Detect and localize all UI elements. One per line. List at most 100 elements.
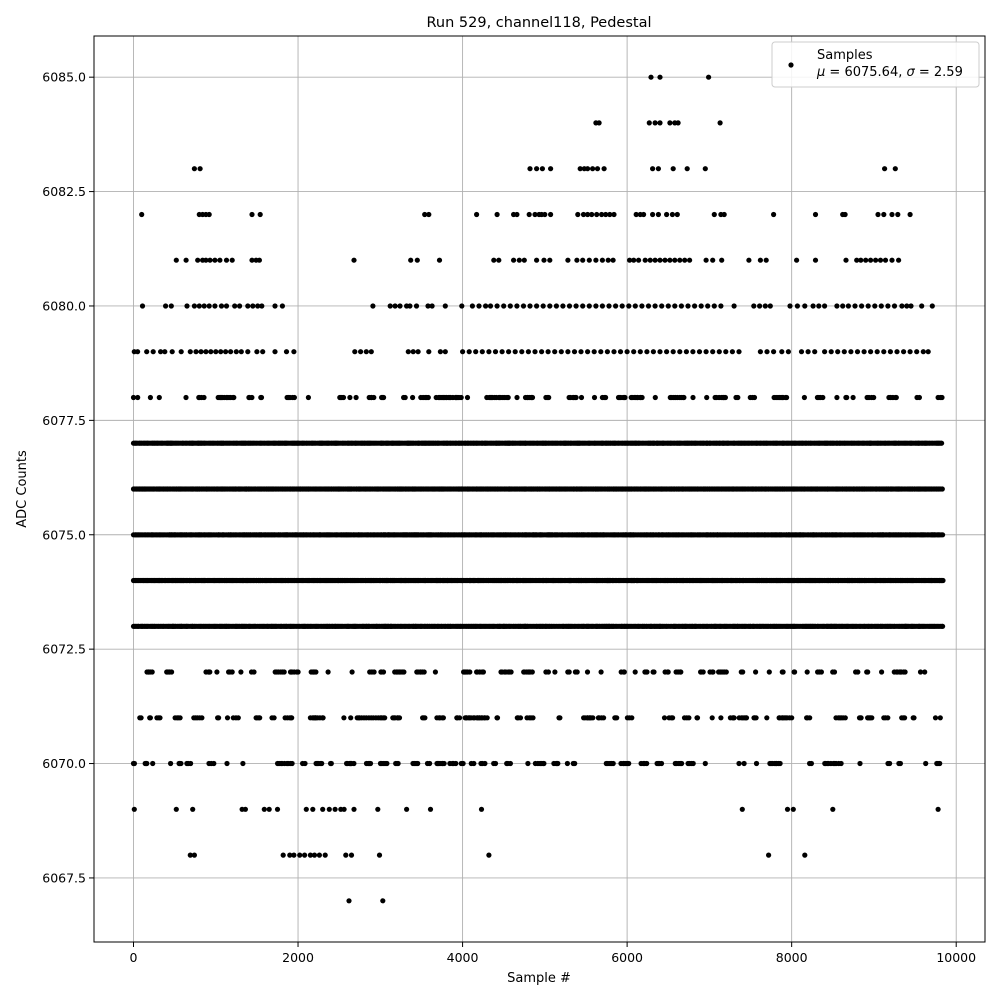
data-point xyxy=(805,349,811,355)
data-point xyxy=(527,303,533,309)
data-point xyxy=(499,349,505,355)
data-point xyxy=(516,257,522,263)
data-point xyxy=(586,303,592,309)
data-point xyxy=(850,394,856,401)
data-point xyxy=(169,349,175,355)
data-point xyxy=(255,303,261,309)
data-point xyxy=(711,211,717,218)
data-point xyxy=(601,166,607,172)
data-point xyxy=(480,669,486,675)
data-point xyxy=(367,760,374,767)
data-point xyxy=(565,257,571,263)
data-point xyxy=(565,349,571,355)
data-point xyxy=(546,394,552,401)
data-point xyxy=(599,211,605,218)
data-point xyxy=(427,760,433,767)
data-point xyxy=(505,394,511,401)
data-point xyxy=(183,257,189,263)
data-point xyxy=(777,760,783,767)
data-point xyxy=(605,257,611,263)
data-point xyxy=(149,669,155,675)
data-point xyxy=(739,806,745,812)
data-point xyxy=(291,349,297,355)
data-point xyxy=(381,394,387,401)
data-point xyxy=(632,669,638,675)
data-point xyxy=(305,394,311,401)
data-point xyxy=(203,349,209,355)
data-point xyxy=(631,257,637,263)
y-tick-label: 6070.0 xyxy=(42,756,86,771)
data-point xyxy=(517,715,524,721)
data-point xyxy=(622,394,628,401)
data-point xyxy=(594,166,601,172)
data-point xyxy=(907,211,913,218)
data-point xyxy=(545,669,552,675)
data-point xyxy=(150,760,156,767)
data-point xyxy=(902,669,908,675)
y-tick-label: 6077.5 xyxy=(42,413,86,428)
data-point xyxy=(937,715,943,721)
data-point xyxy=(203,257,209,263)
data-point xyxy=(709,715,715,721)
data-point xyxy=(177,715,183,721)
data-point xyxy=(352,349,358,355)
data-point xyxy=(328,760,334,767)
data-point xyxy=(650,211,656,218)
data-point xyxy=(834,394,840,401)
data-point xyxy=(351,760,357,767)
data-point xyxy=(887,760,893,767)
data-point xyxy=(322,852,328,858)
data-point xyxy=(303,806,309,812)
data-point xyxy=(834,303,840,309)
data-point xyxy=(794,303,801,309)
data-point xyxy=(188,760,194,767)
data-point xyxy=(681,394,687,401)
data-point xyxy=(674,211,680,218)
data-point xyxy=(923,760,929,767)
data-point xyxy=(644,760,650,767)
chart-title: Run 529, channel118, Pedestal xyxy=(426,15,651,31)
data-point xyxy=(413,303,420,309)
data-point xyxy=(877,257,884,263)
legend-box xyxy=(771,41,980,88)
data-point xyxy=(191,303,197,309)
data-point xyxy=(939,394,945,401)
data-point xyxy=(627,257,633,263)
data-point xyxy=(897,760,904,767)
data-point xyxy=(380,898,386,904)
data-point xyxy=(603,211,609,218)
data-point xyxy=(751,303,757,309)
data-point xyxy=(415,349,421,355)
data-point xyxy=(341,715,347,721)
data-point xyxy=(639,394,645,401)
data-point xyxy=(798,349,805,355)
data-point xyxy=(201,394,207,401)
data-point xyxy=(555,760,561,767)
data-point xyxy=(757,257,764,263)
data-point xyxy=(717,120,723,126)
data-point xyxy=(421,669,427,675)
data-point xyxy=(467,669,473,675)
data-point xyxy=(266,806,272,812)
data-point xyxy=(617,349,624,355)
data-point xyxy=(764,349,770,355)
data-point xyxy=(662,257,668,263)
data-point xyxy=(351,806,357,812)
legend-sigma-value: 2.59 xyxy=(934,65,963,80)
data-point xyxy=(852,303,858,309)
data-point xyxy=(667,120,673,126)
data-point xyxy=(685,303,691,309)
data-point xyxy=(492,760,499,767)
data-point xyxy=(564,760,571,767)
data-point xyxy=(599,303,606,309)
data-point xyxy=(631,349,637,355)
data-point xyxy=(397,303,403,309)
data-point xyxy=(664,349,670,355)
x-tick-label: 0 xyxy=(130,950,138,965)
data-point xyxy=(238,669,244,675)
data-point xyxy=(652,303,658,309)
data-point xyxy=(460,349,466,355)
data-point xyxy=(240,760,246,767)
data-point xyxy=(871,394,877,401)
